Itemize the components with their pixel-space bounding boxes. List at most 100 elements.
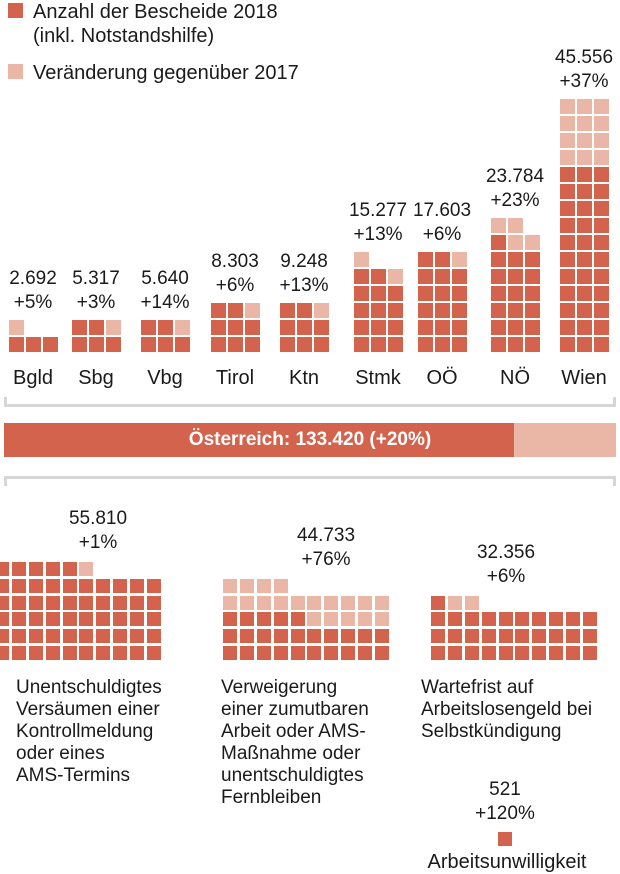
region-change-label: +3% [76, 292, 116, 313]
waffle-cell-base [71, 337, 87, 352]
waffle-cell-base [524, 252, 540, 267]
waffle-cell-base [353, 320, 369, 335]
waffle-cell-base [42, 337, 58, 352]
waffle-cell-change [273, 578, 288, 593]
region-category-label: Ktn [288, 367, 320, 389]
waffle-cell-base [448, 646, 463, 660]
reason-category-line: Unentschuldigtes [16, 677, 162, 698]
waffle-cell-base [324, 629, 339, 644]
waffle-cell-change [324, 595, 339, 610]
waffle-cell-base [29, 646, 43, 660]
waffle-cell-change [353, 252, 369, 267]
legend-swatch-base [8, 3, 23, 18]
waffle-cell-base [559, 218, 575, 233]
waffle-cell-base [240, 612, 255, 627]
waffle-cell-change [257, 595, 271, 610]
austria-total-bar-base [4, 423, 514, 457]
waffle-cell-base [498, 612, 513, 627]
waffle-cell-base [79, 578, 94, 593]
waffle-cell-change [257, 578, 271, 593]
waffle-cell-base [532, 612, 547, 627]
waffle-cell-base [157, 320, 173, 335]
region-value-label: 23.784 [485, 166, 545, 187]
waffle-cell-base [12, 612, 27, 627]
waffle-cell-base [498, 629, 513, 644]
waffle-cell-base [593, 235, 609, 250]
waffle-cell-base [559, 337, 575, 352]
reason-category-label: Verweigerung einer zumutbaren Arbeit oder … [221, 677, 369, 809]
waffle-cell-base [490, 252, 506, 267]
legend-label-line: Anzahl der Bescheide 2018 [33, 1, 278, 23]
waffle-cell-base [313, 320, 329, 335]
waffle-cell-base [593, 337, 609, 352]
waffle-cell-base [240, 646, 255, 660]
waffle-cell-base [341, 646, 355, 660]
reason-value-label: 44.733 [296, 524, 356, 546]
waffle-cell-base [451, 320, 467, 335]
waffle-cell-base [593, 218, 609, 233]
waffle-cell-base [307, 646, 322, 660]
region-value-label: 45.556 [554, 47, 614, 68]
region-category-label: Bgld [12, 367, 54, 389]
reason-category-line: Arbeitslosengeld bei [421, 699, 593, 720]
waffle-cell-change [576, 99, 592, 114]
waffle-cell-change [507, 235, 523, 250]
waffle-cell-base [451, 286, 467, 301]
region-value-label: 8.303 [211, 251, 259, 272]
reason-category-line: Kontrollmeldung [16, 721, 154, 742]
waffle-cell-change [357, 612, 372, 627]
waffle-cell-base [417, 337, 433, 352]
waffle-cell-change [341, 612, 355, 627]
waffle-cell-base [465, 612, 479, 627]
waffle-cell-base [507, 269, 523, 284]
waffle-cell-base [524, 286, 540, 301]
waffle-cell-base [431, 612, 446, 627]
region-change-label: +5% [13, 292, 53, 313]
region-change-label: +23% [490, 190, 540, 211]
region-value-label: 15.277 [348, 200, 408, 221]
waffle-cell-base [12, 595, 27, 610]
reason-category-line: Verweigerung [221, 677, 338, 698]
waffle-cell-base [507, 286, 523, 301]
waffle-cell-change [451, 252, 467, 267]
waffle-cell-base [565, 629, 580, 644]
waffle-cell-base [12, 562, 27, 576]
waffle-cell-base [353, 337, 369, 352]
waffle-cell-base [507, 320, 523, 335]
waffle-cell-base [357, 646, 372, 660]
region-change-label: +6% [422, 224, 462, 245]
waffle-cell-base [244, 337, 260, 352]
legend-swatch-change [8, 64, 23, 79]
waffle-cell-change [223, 578, 238, 593]
waffle-cell-change [244, 303, 260, 318]
legend-label-line: (inkl. Notstandshilfe) [33, 25, 215, 47]
reason-category-line: Arbeit oder AMS- [221, 721, 366, 742]
waffle-cell-change [223, 595, 238, 610]
waffle-cell-base [576, 218, 592, 233]
waffle-cell-base [146, 612, 161, 627]
waffle-cell-base [434, 320, 450, 335]
waffle-cell-base [296, 320, 312, 335]
waffle-cell-base [62, 612, 77, 627]
waffle-cell-base [227, 320, 243, 335]
waffle-cell-base [576, 303, 592, 318]
waffle-cell-base [515, 646, 530, 660]
waffle-cell-base [576, 184, 592, 199]
reason-change-label: +120% [475, 803, 535, 824]
waffle-cell-base [559, 184, 575, 199]
legend-item-change: Veränderung gegenüber 2017 [8, 61, 299, 85]
region-change-label: +6% [215, 275, 255, 296]
waffle-cell-change [524, 235, 540, 250]
region-change-label: +13% [279, 275, 329, 296]
waffle-cell-base [370, 286, 386, 301]
waffle-cell-base [431, 629, 446, 644]
waffle-cell-base [434, 252, 450, 267]
waffle-cell-base [387, 337, 403, 352]
waffle-cell-base [593, 269, 609, 284]
waffle-cell-base [490, 303, 506, 318]
waffle-cell-base [524, 303, 540, 318]
waffle-cell-base [223, 629, 238, 644]
waffle-cell-base [434, 286, 450, 301]
waffle-cell-base [565, 612, 580, 627]
reason-category-line: Selbstkündigung [421, 721, 562, 742]
